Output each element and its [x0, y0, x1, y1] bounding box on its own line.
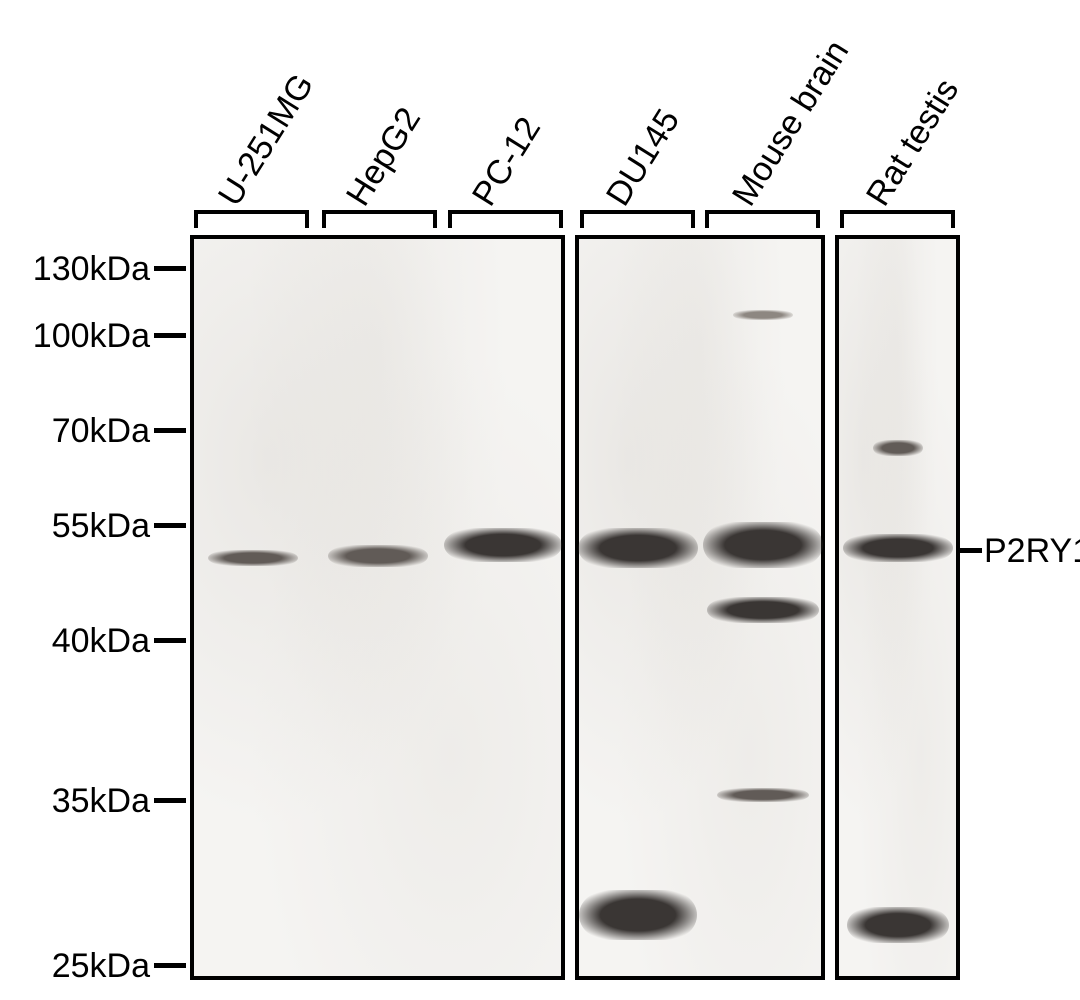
band	[703, 522, 823, 568]
band	[847, 907, 949, 943]
western-blot-figure: 130kDa 100kDa 70kDa 55kDa 40kDa 35kDa 25…	[0, 0, 1080, 1000]
band	[717, 788, 809, 802]
band	[208, 550, 298, 566]
target-tick	[960, 548, 982, 553]
target-label: P2RY12	[984, 532, 1080, 571]
band	[843, 534, 953, 562]
bands-layer	[0, 0, 1080, 1000]
band	[873, 440, 923, 456]
band	[328, 545, 428, 567]
band	[707, 597, 819, 623]
band	[444, 528, 562, 562]
band	[733, 310, 793, 320]
band	[578, 528, 698, 568]
band	[579, 890, 697, 940]
